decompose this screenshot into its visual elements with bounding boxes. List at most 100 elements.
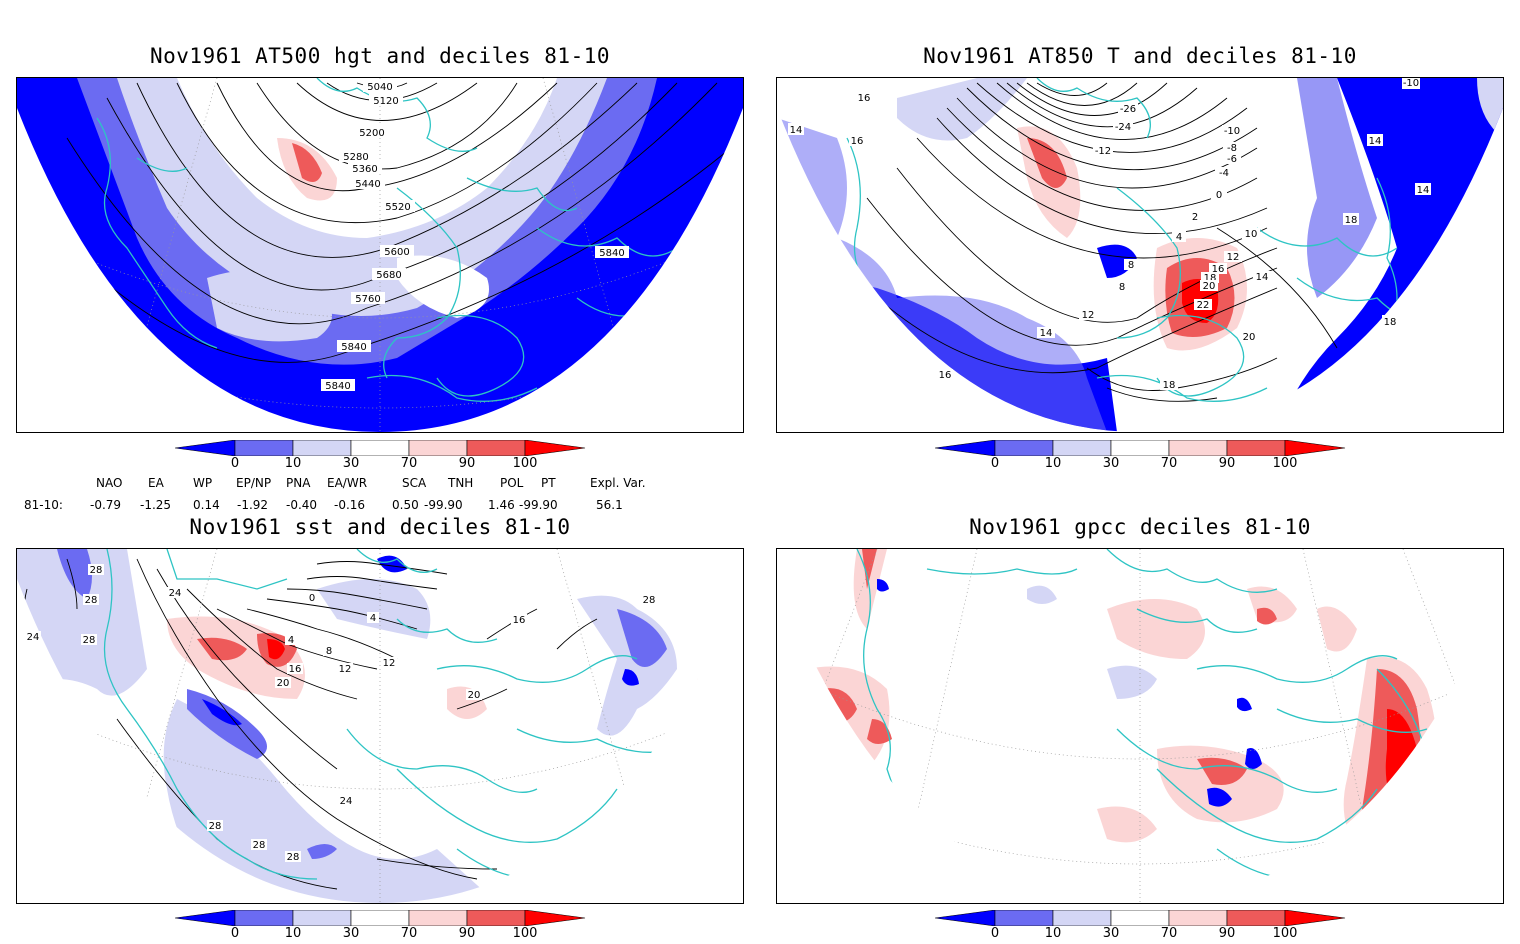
contour-label: 28	[207, 820, 223, 832]
svg-text:-6: -6	[1227, 154, 1237, 165]
svg-text:16: 16	[939, 370, 952, 381]
contour-label: -10	[1222, 125, 1242, 137]
contour-label: 28	[88, 564, 104, 576]
svg-text:16: 16	[289, 664, 302, 675]
svg-text:5840: 5840	[341, 342, 366, 353]
colorbar-ticks: 0 10 30 70 90 100	[935, 926, 1355, 942]
contour-label: 18	[1160, 379, 1178, 391]
svg-text:5040: 5040	[367, 82, 392, 93]
contour-label: 24	[338, 795, 354, 807]
svg-text:28: 28	[83, 635, 96, 646]
svg-text:5840: 5840	[325, 381, 350, 392]
contour-label: -12	[1093, 145, 1113, 157]
tick-0: 0	[230, 926, 240, 941]
contour-label: 0	[306, 592, 318, 604]
index-value-eawr: -0.16	[334, 498, 366, 512]
svg-text:-12: -12	[1095, 146, 1111, 157]
svg-text:8: 8	[1128, 260, 1134, 271]
colorbar-swatches	[934, 439, 1346, 457]
svg-text:12: 12	[1082, 310, 1095, 321]
tick-90: 90	[1218, 926, 1236, 941]
svg-text:24: 24	[27, 632, 40, 643]
contour-label: -4	[1215, 167, 1233, 179]
svg-text:12: 12	[1227, 252, 1240, 263]
panel2-map: 16 16 14 14 14 18 18 -10 -26 -24 -12 -10…	[776, 77, 1504, 433]
tick-30: 30	[1102, 926, 1120, 941]
colorbar-swatches	[174, 909, 586, 927]
svg-text:20: 20	[1243, 332, 1256, 343]
index-value-pna: -0.40	[286, 498, 318, 512]
svg-text:-24: -24	[1115, 122, 1131, 133]
svg-text:4: 4	[370, 613, 376, 624]
tick-10: 10	[284, 926, 302, 941]
contour-label: 20	[466, 689, 482, 701]
contour-label: 20	[275, 677, 291, 689]
tick-0: 0	[230, 456, 240, 471]
svg-text:16: 16	[851, 136, 864, 147]
index-value-wp: 0.14	[193, 498, 220, 512]
contour-label: 0	[1211, 189, 1227, 201]
contour-label: 18	[1343, 213, 1359, 226]
contour-label: 16	[287, 663, 303, 675]
svg-text:14: 14	[1040, 328, 1053, 339]
contour-label: 28	[83, 594, 99, 606]
tick-0: 0	[990, 926, 1000, 941]
contour-label: 14	[788, 123, 804, 136]
index-header-pt: PT	[541, 476, 556, 490]
contour-label: 12	[381, 657, 397, 669]
contour-label: 5840	[595, 246, 629, 259]
svg-text:4: 4	[288, 635, 294, 646]
index-value-epnp: -1.92	[237, 498, 269, 512]
contour-label: 5760	[351, 292, 385, 305]
contour-label: 18	[1382, 315, 1398, 328]
svg-text:8: 8	[326, 646, 332, 657]
tick-10: 10	[1044, 926, 1062, 941]
svg-text:0: 0	[309, 593, 315, 604]
colorbar-top-right: 0 10 30 70 90 100	[934, 439, 1355, 474]
svg-text:12: 12	[383, 658, 396, 669]
contour-label: 5360	[348, 162, 382, 175]
contour-label: 2	[1188, 211, 1202, 223]
svg-text:24: 24	[169, 588, 182, 599]
panel4-title: Nov1961 gpcc deciles 81-10	[969, 515, 1311, 539]
tick-10: 10	[1044, 456, 1062, 471]
svg-text:28: 28	[85, 595, 98, 606]
svg-text:5680: 5680	[376, 270, 401, 281]
svg-text:-26: -26	[1120, 104, 1136, 115]
panel2-title: Nov1961 AT850 T and deciles 81-10	[923, 44, 1357, 68]
svg-text:22: 22	[1197, 300, 1210, 311]
tick-70: 70	[400, 926, 418, 941]
contour-label: 10	[1242, 228, 1260, 240]
svg-text:16: 16	[1212, 264, 1225, 275]
index-value-sca: 0.50	[392, 498, 419, 512]
svg-text:18: 18	[1384, 317, 1397, 328]
svg-text:5600: 5600	[384, 247, 409, 258]
contour-label: 14	[1367, 134, 1383, 147]
svg-text:20: 20	[277, 678, 290, 689]
contour-label: 8	[1115, 281, 1129, 293]
colorbar-ticks: 0 10 30 70 90 100	[175, 926, 595, 942]
svg-text:14: 14	[1369, 136, 1382, 147]
index-row-label: 81-10:	[24, 498, 63, 512]
contour-label: 5120	[369, 94, 403, 107]
svg-text:5200: 5200	[359, 128, 384, 139]
tick-100: 100	[512, 926, 538, 941]
index-value-pt: -99.90	[519, 498, 558, 512]
contour-label: 18	[1201, 272, 1219, 284]
svg-text:-10: -10	[1224, 126, 1240, 137]
tick-10: 10	[284, 456, 302, 471]
tick-70: 70	[1160, 456, 1178, 471]
index-header-epnp: EP/NP	[236, 476, 272, 490]
svg-text:28: 28	[287, 852, 300, 863]
tick-70: 70	[1160, 926, 1178, 941]
contour-label: 12	[1224, 251, 1242, 263]
contour-label: 20	[1200, 280, 1218, 292]
svg-text:14: 14	[1417, 185, 1430, 196]
tick-90: 90	[458, 456, 476, 471]
contour-label: 16	[511, 614, 527, 626]
svg-text:5360: 5360	[352, 164, 377, 175]
svg-text:24: 24	[340, 796, 353, 807]
contour-label: 16	[856, 91, 872, 104]
contour-label: 5680	[372, 268, 406, 281]
svg-text:12: 12	[339, 664, 352, 675]
